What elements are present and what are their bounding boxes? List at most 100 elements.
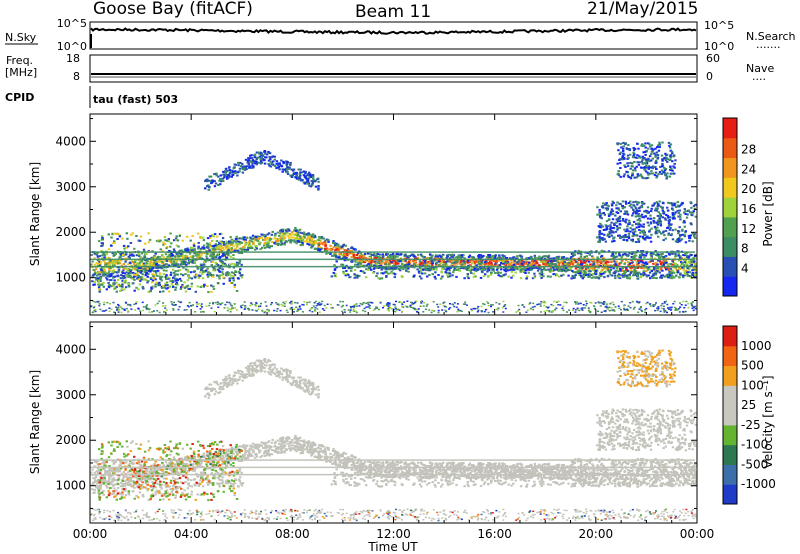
power-echo	[585, 302, 588, 305]
power-echo	[560, 270, 564, 273]
power-echo	[426, 303, 429, 306]
power-echo	[244, 243, 247, 246]
power-echo	[288, 239, 291, 242]
power-echo	[216, 303, 219, 305]
power-echo	[453, 257, 456, 260]
power-echo	[671, 275, 674, 277]
power-echo	[279, 243, 283, 246]
power-echo	[311, 233, 315, 236]
power-echo	[155, 281, 158, 284]
power-echo	[236, 242, 239, 245]
power-echo	[594, 271, 598, 274]
power-echo	[660, 274, 663, 277]
power-echo	[437, 274, 440, 276]
power-echo	[596, 264, 600, 267]
power-echo	[367, 303, 370, 306]
power-echo	[390, 270, 393, 273]
power-echo	[345, 273, 349, 276]
power-echo	[457, 256, 460, 259]
power-echo	[495, 301, 498, 304]
power-echo	[286, 161, 289, 163]
power-echo	[682, 300, 685, 303]
power-echo	[108, 269, 111, 272]
power-echo	[242, 238, 245, 241]
power-echo	[131, 282, 134, 285]
power-echo	[335, 245, 338, 248]
power-echo	[593, 305, 596, 308]
power-echo	[137, 239, 140, 242]
power-echo	[341, 254, 344, 256]
power-echo	[208, 186, 211, 188]
power-echo	[212, 256, 215, 258]
power-echo	[648, 271, 652, 274]
power-echo	[169, 261, 173, 264]
power-echo	[177, 308, 180, 311]
power-echo	[122, 263, 126, 265]
power-echo	[591, 273, 595, 276]
power-echo	[184, 257, 187, 260]
power-echo	[662, 263, 666, 266]
power-echo	[540, 256, 543, 259]
power-echo	[258, 243, 261, 246]
power-echo	[316, 308, 319, 310]
power-echo	[392, 303, 395, 306]
power-echo	[121, 252, 124, 255]
power-echo	[370, 259, 374, 262]
power-echo	[591, 260, 594, 263]
power-echo	[579, 272, 582, 274]
power-echo	[413, 255, 416, 258]
power-echo	[311, 307, 314, 309]
power-echo	[168, 285, 172, 288]
power-echo	[471, 267, 474, 270]
power-echo	[545, 255, 548, 258]
power-echo	[489, 260, 492, 263]
power-echo	[451, 255, 454, 258]
power-echo	[195, 254, 198, 257]
power-echo	[612, 255, 616, 258]
power-echo	[118, 235, 121, 238]
power-echo	[244, 305, 247, 307]
power-echo	[501, 254, 504, 257]
power-echo	[212, 288, 216, 290]
power-echo	[182, 266, 185, 269]
power-echo	[639, 250, 643, 253]
power-echo	[448, 272, 452, 275]
power-echo	[132, 271, 135, 274]
power-echo	[464, 267, 467, 270]
power-echo	[176, 255, 179, 258]
power-echo	[649, 253, 652, 256]
power-echo	[589, 263, 592, 266]
power-echo	[645, 263, 649, 265]
power-echo	[200, 269, 203, 272]
power-echo	[335, 242, 338, 245]
power-echo	[162, 285, 165, 287]
power-echo	[388, 268, 391, 271]
power-echo	[564, 262, 567, 265]
power-echo	[315, 304, 318, 307]
power-echo	[116, 238, 119, 240]
power-echo	[91, 280, 94, 283]
power-echo	[152, 274, 155, 277]
power-echo	[513, 259, 516, 262]
power-echo	[462, 303, 465, 305]
power-echo	[236, 171, 239, 174]
power-echo	[374, 260, 377, 263]
power-echo	[238, 237, 241, 240]
power-echo	[502, 262, 505, 265]
power-echo	[263, 152, 267, 155]
power-echo	[684, 273, 687, 276]
power-echo	[638, 308, 641, 310]
power-echo	[539, 274, 542, 277]
power-echo	[178, 306, 181, 308]
power-echo	[151, 273, 154, 276]
power-echo	[280, 159, 283, 162]
power-echo	[263, 234, 266, 237]
power-echo	[290, 236, 293, 239]
power-echo	[657, 269, 660, 272]
power-echo	[270, 156, 274, 159]
power-echo	[312, 243, 315, 246]
power-echo	[605, 260, 609, 263]
power-echo	[388, 302, 391, 304]
power-echo	[219, 303, 222, 306]
power-echo	[610, 307, 613, 309]
